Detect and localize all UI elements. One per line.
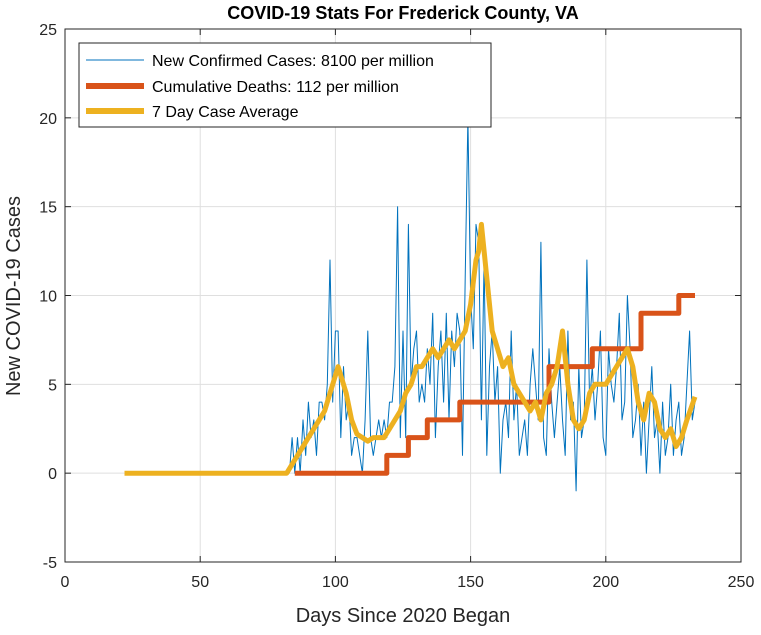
legend-label-new-cases: New Confirmed Cases: 8100 per million xyxy=(152,53,434,70)
y-tick-label: 15 xyxy=(39,200,57,217)
y-tick-label: -5 xyxy=(43,555,57,572)
y-tick-label: 5 xyxy=(48,377,57,394)
x-tick-label: 250 xyxy=(728,574,755,591)
chart-title: COVID-19 Stats For Frederick County, VA xyxy=(227,3,578,23)
y-tick-label: 0 xyxy=(48,466,57,483)
x-tick-label: 100 xyxy=(322,574,349,591)
y-tick-label: 25 xyxy=(39,22,57,39)
x-tick-label: 0 xyxy=(61,574,70,591)
y-tick-label: 20 xyxy=(39,111,57,128)
series-line-7-day-average xyxy=(124,221,698,476)
legend-label-7-day-average: 7 Day Case Average xyxy=(152,104,299,121)
series-line-cumulative-deaths xyxy=(294,293,695,476)
legend-label-cumulative-deaths: Cumulative Deaths: 112 per million xyxy=(152,79,399,96)
x-tick-label: 150 xyxy=(457,574,484,591)
x-tick-label: 50 xyxy=(191,574,209,591)
legend: New Confirmed Cases: 8100 per million Cu… xyxy=(78,42,492,128)
legend-box xyxy=(78,42,492,128)
y-tick-label: 10 xyxy=(39,289,57,306)
series-layer xyxy=(124,117,698,492)
y-axis-label: New COVID-19 Cases xyxy=(3,196,25,396)
x-tick-label: 200 xyxy=(592,574,619,591)
x-axis-label: Days Since 2020 Began xyxy=(296,605,511,627)
